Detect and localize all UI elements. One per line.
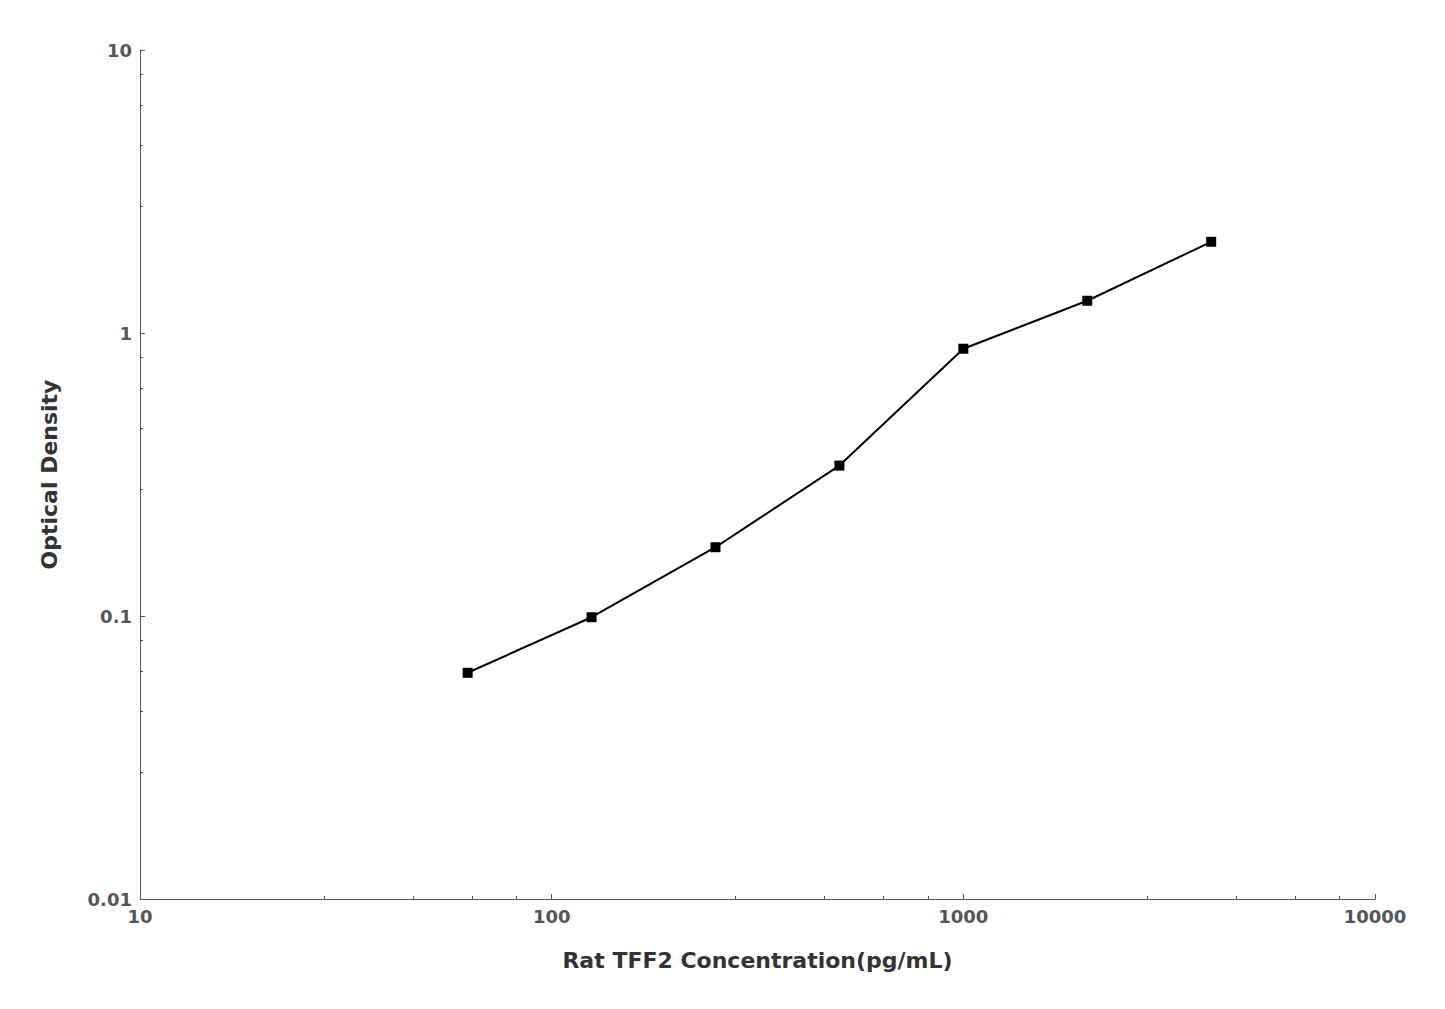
svg-text:10: 10 (127, 906, 152, 927)
svg-text:0.1: 0.1 (100, 606, 132, 627)
svg-text:10: 10 (107, 40, 132, 61)
svg-text:Optical Density: Optical Density (37, 380, 62, 570)
svg-text:100: 100 (533, 906, 571, 927)
svg-text:0.01: 0.01 (88, 889, 132, 910)
svg-text:10000: 10000 (1344, 906, 1407, 927)
svg-text:1000: 1000 (938, 906, 988, 927)
svg-text:Rat TFF2 Concentration(pg/mL): Rat TFF2 Concentration(pg/mL) (562, 948, 952, 973)
svg-text:1: 1 (119, 323, 132, 344)
